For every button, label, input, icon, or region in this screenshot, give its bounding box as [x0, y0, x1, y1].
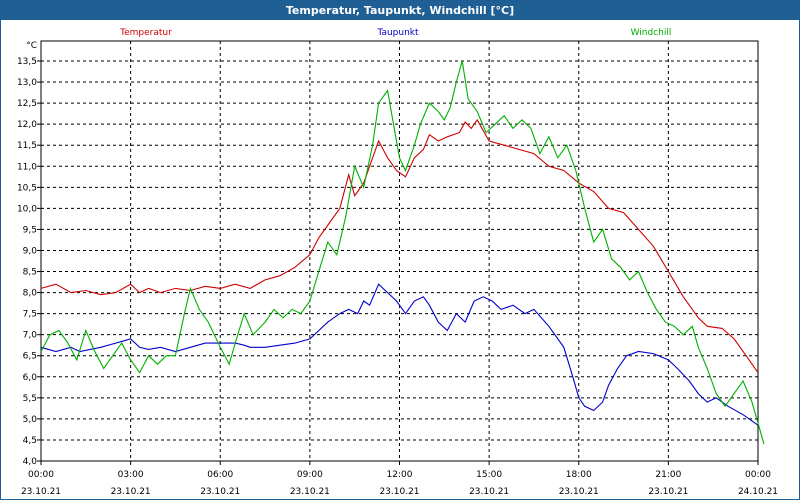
series-line-taupunkt — [40, 283, 759, 426]
x-tick-date: 23.10.21 — [21, 487, 61, 497]
y-tick-label: 6,5 — [23, 352, 37, 362]
y-tick-label: 13,0 — [17, 78, 37, 88]
axes: 4,0 4,5 5,0 5,5 6,0 6,5 7,0 7,5 8,0 8,5 9,0 9,5 10,0… — [17, 40, 778, 497]
y-tick-label: 8,5 — [23, 268, 37, 278]
x-tick-time: 00:00 — [745, 470, 771, 480]
y-tick-label: 9,0 — [23, 246, 38, 256]
legend-item-windchill: Windchill — [631, 28, 672, 38]
x-tick-date: 23.10.21 — [379, 487, 419, 497]
y-tick-label: 6,0 — [23, 373, 38, 383]
legend-item-taupunkt: Taupunkt — [376, 28, 419, 38]
series-line-windchill — [40, 60, 765, 445]
y-tick-label: 4,0 — [23, 457, 38, 467]
x-tick-time: 06:00 — [207, 470, 233, 480]
legend: Temperatur Taupunkt Windchill — [119, 28, 671, 38]
series-lines — [40, 60, 765, 445]
x-tick-time: 18:00 — [566, 470, 592, 480]
x-tick-date: 23.10.21 — [200, 487, 240, 497]
x-tick-date: 24.10.21 — [738, 487, 778, 497]
y-tick-label: 5,5 — [23, 394, 37, 404]
y-tick-label: 11,5 — [17, 141, 37, 151]
y-tick-label: 10,5 — [17, 183, 37, 193]
y-tick-label: 8,0 — [23, 289, 38, 299]
legend-item-temperatur: Temperatur — [119, 28, 172, 38]
y-tick-label: 10,0 — [17, 204, 37, 214]
y-tick-label: 5,0 — [23, 415, 38, 425]
x-tick-time: 15:00 — [476, 470, 502, 480]
x-tick-time: 12:00 — [387, 470, 413, 480]
x-tick-time: 09:00 — [297, 470, 323, 480]
y-axis-unit: °C — [26, 41, 37, 51]
y-tick-label: 12,5 — [17, 99, 37, 109]
y-tick-label: 13,5 — [17, 57, 37, 67]
chart-title: Temperatur, Taupunkt, Windchill [°C] — [1, 1, 799, 20]
y-tick-label: 7,0 — [23, 331, 38, 341]
x-tick-date: 23.10.21 — [648, 487, 688, 497]
y-tick-label: 4,5 — [23, 436, 37, 446]
y-tick-label: 7,5 — [23, 310, 37, 320]
x-tick-time: 00:00 — [28, 470, 54, 480]
x-tick-date: 23.10.21 — [469, 487, 509, 497]
x-tick-date: 23.10.21 — [111, 487, 151, 497]
x-tick-date: 23.10.21 — [559, 487, 599, 497]
series-line-temperatur — [40, 118, 759, 373]
y-tick-label: 11,0 — [17, 162, 37, 172]
x-tick-date: 23.10.21 — [290, 487, 330, 497]
y-tick-label: 12,0 — [17, 120, 37, 130]
x-tick-time: 03:00 — [118, 470, 144, 480]
grid — [41, 41, 758, 462]
x-tick-time: 21:00 — [655, 470, 681, 480]
y-tick-label: 9,5 — [23, 225, 37, 235]
